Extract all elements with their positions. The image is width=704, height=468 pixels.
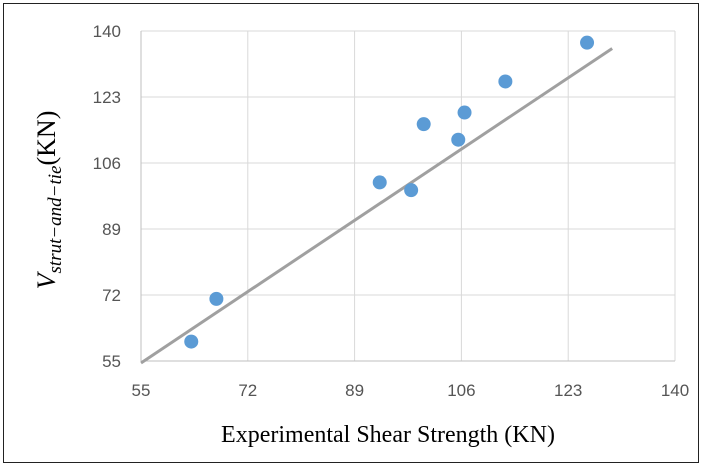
data-point (404, 183, 419, 198)
x-tick-label: 89 (345, 381, 364, 400)
x-axis-label: Experimental Shear Strength (KN) (221, 422, 555, 448)
y-tick-label: 55 (102, 352, 121, 371)
trendline-group (140, 47, 614, 365)
x-tick-label: 72 (238, 381, 257, 400)
y-axis-label-subscript: strut−and−tie (45, 166, 66, 274)
grid-lines (141, 30, 676, 361)
data-point (209, 291, 224, 306)
x-tick-label: 106 (447, 381, 475, 400)
y-axis-label-unit: (KN) (32, 111, 61, 166)
y-axis-label-main: V (32, 270, 61, 289)
data-point (457, 105, 472, 120)
trendline (140, 47, 614, 365)
axes (140, 31, 675, 362)
y-tick-label: 106 (93, 154, 121, 173)
x-tick-label: 123 (554, 381, 582, 400)
x-tick-label: 140 (661, 381, 689, 400)
data-point (451, 132, 466, 147)
data-point (580, 35, 595, 50)
y-tick-label: 72 (102, 286, 121, 305)
y-tick-label: 140 (93, 22, 121, 41)
data-point (498, 74, 513, 89)
data-point (184, 334, 199, 349)
data-point (416, 117, 431, 132)
x-tick-label: 55 (132, 381, 151, 400)
y-tick-labels: 55 72 89 106 123 140 (93, 22, 121, 371)
y-tick-label: 123 (93, 88, 121, 107)
y-axis-label: Vstrut−and−tie(KN) (32, 111, 66, 290)
data-point (372, 175, 387, 190)
y-tick-label: 89 (102, 220, 121, 239)
chart-frame (3, 3, 699, 463)
x-tick-labels: 55 72 89 106 123 140 (132, 381, 690, 400)
data-points (184, 35, 595, 349)
